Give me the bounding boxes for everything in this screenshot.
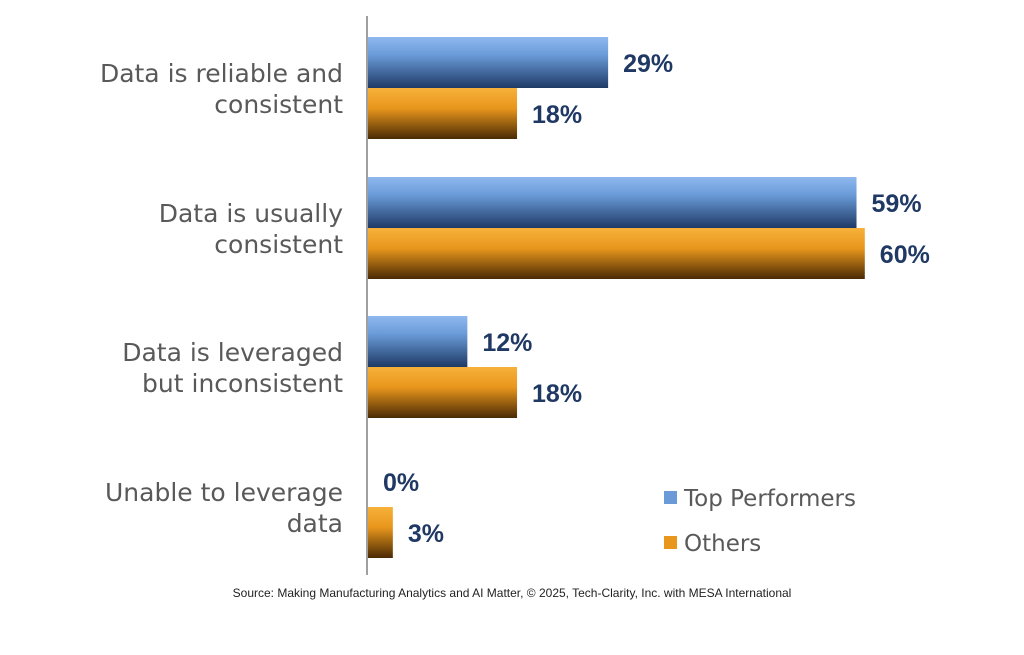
source-note: Source: Making Manufacturing Analytics a… <box>232 586 792 600</box>
bar-top-performers <box>368 316 468 367</box>
category-label: Unable to leverage data <box>105 478 343 538</box>
category-label-line: Data is leveraged <box>122 338 343 367</box>
data-label-top-performers: 59% <box>872 190 922 218</box>
category-label-line: consistent <box>214 230 343 259</box>
data-label-others: 60% <box>880 241 930 269</box>
bar-others <box>368 367 518 418</box>
legend: Top Performers Others <box>664 486 856 557</box>
data-label-top-performers: 29% <box>623 50 673 78</box>
bar-top-performers <box>368 37 609 88</box>
category-label-line: Unable to leverage <box>105 478 343 507</box>
bar-others <box>368 88 518 139</box>
category-label: Data is reliable and consistent <box>100 59 343 119</box>
category-label-line: Data is reliable and <box>100 59 343 88</box>
data-label-others: 3% <box>408 520 444 548</box>
legend-swatch-others <box>664 536 677 549</box>
data-label-others: 18% <box>532 380 582 408</box>
data-label-top-performers: 12% <box>482 329 532 357</box>
category-label-line: consistent <box>214 90 343 119</box>
category-label-line: data <box>287 509 343 538</box>
bar-others <box>368 228 865 279</box>
bar-others <box>368 507 393 558</box>
legend-swatch-top-performers <box>664 491 677 504</box>
category-label: Data is usually consistent <box>159 199 343 259</box>
category-label: Data is leveraged but inconsistent <box>122 338 343 398</box>
legend-label-top-performers: Top Performers <box>683 486 856 512</box>
category-label-line: but inconsistent <box>142 369 343 398</box>
data-label-others: 18% <box>532 101 582 129</box>
data-label-top-performers: 0% <box>383 469 419 497</box>
category-label-line: Data is usually <box>159 199 343 228</box>
legend-label-others: Others <box>684 531 761 557</box>
bar-top-performers <box>368 177 857 228</box>
